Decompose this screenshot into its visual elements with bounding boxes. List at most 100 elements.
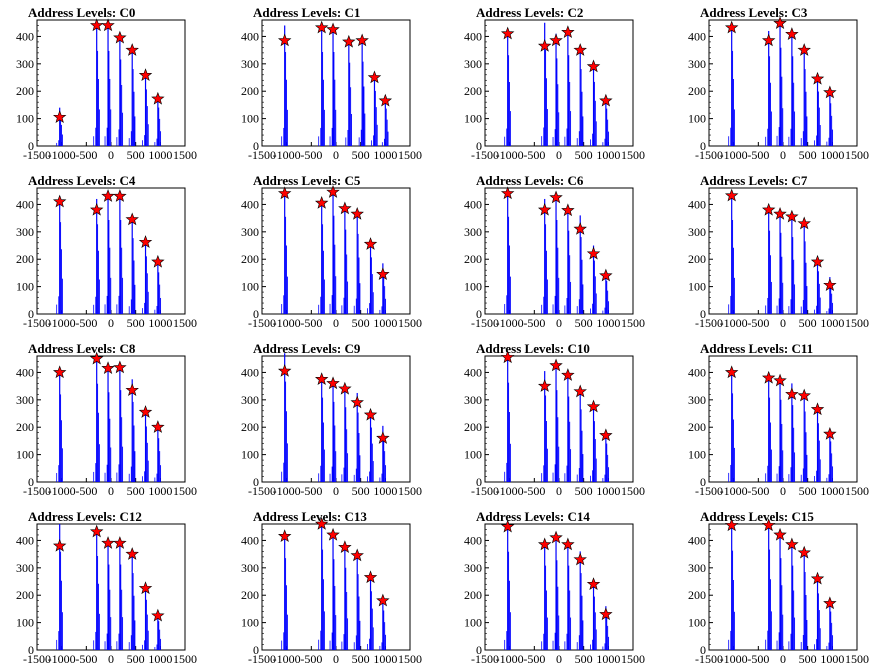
peak-marker: [363, 407, 378, 421]
peak-marker: [89, 351, 104, 365]
peak-marker: [537, 202, 552, 216]
panel-c0: Address Levels: C0 0 100 200 300 400 -1500-100…: [16, 5, 197, 162]
y-tick-label: 300: [688, 225, 706, 239]
peak-marker: [151, 254, 165, 268]
y-tick-label: 400: [464, 365, 482, 379]
x-tick-label: 0: [780, 484, 786, 498]
peak-marker: [823, 278, 837, 291]
y-tick-label: 300: [241, 57, 259, 71]
y-tick-label: 200: [688, 588, 706, 602]
x-tick-label: -1000: [496, 316, 524, 330]
x-tick-label: 1500: [173, 484, 197, 498]
y-tick-label: 100: [464, 112, 482, 126]
x-tick-label: 1000: [373, 652, 397, 666]
peak-marker: [151, 608, 165, 622]
peak-marker: [125, 383, 139, 396]
y-tick-label: 0: [253, 139, 259, 153]
x-tick-label: -1000: [720, 652, 748, 666]
x-tick-label: -1500: [248, 148, 276, 162]
panel-title: Address Levels: C8: [28, 341, 136, 356]
peak-marker: [314, 20, 329, 34]
y-tick-label: 100: [16, 112, 34, 126]
peak-marker: [724, 188, 739, 202]
panel-title: Address Levels: C0: [28, 5, 135, 20]
x-tick-label: 1500: [173, 148, 197, 162]
y-tick-label: 300: [16, 225, 34, 239]
peak-marker: [125, 212, 139, 226]
peak-marker: [326, 527, 340, 541]
peak-marker: [89, 524, 104, 538]
peak-marker: [367, 70, 382, 84]
peak-marker: [785, 209, 799, 223]
y-tick-label: 400: [464, 533, 482, 547]
y-tick-label: 200: [464, 252, 482, 266]
panel-title: Address Levels: C1: [253, 5, 360, 20]
x-tick-label: 500: [799, 652, 817, 666]
y-tick-label: 200: [16, 252, 34, 266]
y-tick-label: 0: [700, 307, 706, 321]
panel-title: Address Levels: C3: [700, 5, 808, 20]
peak-marker: [52, 538, 67, 552]
y-tick-label: 400: [688, 365, 706, 379]
x-tick-label: -500: [747, 484, 769, 498]
x-tick-label: -1500: [695, 148, 723, 162]
panel-c14: Address Levels: C14 0 100 200 300 400 -1500-10…: [464, 509, 645, 666]
x-tick-label: 1000: [373, 484, 397, 498]
peak-marker: [773, 527, 787, 541]
peak-marker: [326, 185, 340, 198]
y-tick-label: 300: [688, 561, 706, 575]
peak-marker: [537, 537, 552, 551]
panel-c7: Address Levels: C7 0 100 200 300 400 -1500-100…: [688, 173, 869, 330]
x-tick-label: 500: [799, 316, 817, 330]
y-tick-label: 0: [253, 643, 259, 657]
x-tick-label: 0: [333, 652, 339, 666]
peak-marker: [277, 364, 292, 377]
x-tick-label: 1000: [596, 316, 620, 330]
y-tick-label: 0: [28, 307, 34, 321]
x-tick-label: -1500: [695, 652, 723, 666]
y-tick-label: 200: [688, 420, 706, 434]
y-tick-label: 200: [241, 252, 259, 266]
peak-marker: [599, 268, 613, 282]
x-tick-label: 1500: [621, 316, 645, 330]
x-tick-label: -1500: [471, 316, 499, 330]
panel-title: Address Levels: C9: [253, 341, 361, 356]
x-tick-label: -500: [300, 484, 322, 498]
y-tick-label: 200: [241, 420, 259, 434]
peak-marker: [338, 381, 352, 395]
peak-marker: [797, 43, 811, 56]
x-tick-label: 0: [780, 652, 786, 666]
y-tick-label: 300: [688, 57, 706, 71]
x-tick-label: -1500: [248, 316, 276, 330]
panel-c8: Address Levels: C8 0 100 200 300 400 -1500-100…: [16, 341, 197, 498]
y-tick-label: 200: [688, 84, 706, 98]
y-tick-label: 400: [16, 29, 34, 43]
x-tick-label: 0: [556, 484, 562, 498]
peak-marker: [724, 365, 739, 379]
peak-marker: [350, 395, 364, 409]
peak-marker: [89, 18, 104, 32]
y-tick-label: 400: [241, 29, 259, 43]
panel-c1: Address Levels: C1 0 100 200 300 400 -1500-100…: [241, 5, 422, 162]
x-tick-label: 1000: [596, 484, 620, 498]
y-tick-label: 200: [16, 420, 34, 434]
panel-title: Address Levels: C10: [476, 341, 590, 356]
x-tick-label: -1000: [720, 316, 748, 330]
y-tick-label: 0: [700, 643, 706, 657]
y-tick-label: 200: [16, 588, 34, 602]
x-tick-label: -500: [523, 484, 545, 498]
peak-marker: [277, 186, 292, 200]
peak-marker: [549, 33, 563, 47]
x-tick-label: 500: [575, 484, 593, 498]
peak-marker: [500, 519, 515, 533]
panel-title: Address Levels: C4: [28, 173, 136, 188]
x-tick-label: 1000: [373, 316, 397, 330]
y-tick-label: 0: [476, 139, 482, 153]
y-tick-label: 300: [241, 393, 259, 407]
x-tick-label: -1000: [273, 484, 301, 498]
y-tick-label: 100: [16, 280, 34, 294]
peak-marker: [724, 20, 739, 34]
x-tick-label: -1000: [48, 148, 76, 162]
y-tick-label: 0: [700, 475, 706, 489]
panel-c4: Address Levels: C4 0 100 200 300 400 -1500-100…: [16, 173, 197, 330]
